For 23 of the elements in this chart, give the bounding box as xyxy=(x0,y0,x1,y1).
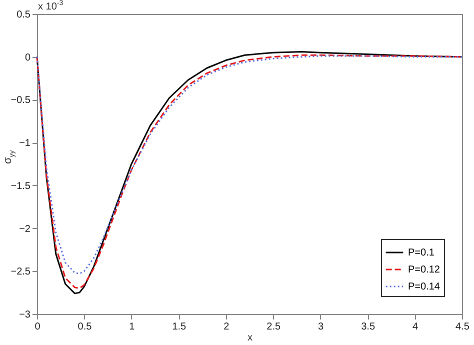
x-tick-label: 4 xyxy=(412,322,418,332)
legend-label: P=0.12 xyxy=(408,264,440,276)
y-tick-label: −0.5 xyxy=(10,95,31,106)
x-tick-label: 3 xyxy=(318,322,324,332)
x-tick-label: 3.5 xyxy=(361,322,376,332)
y-tick-label: −1.5 xyxy=(10,180,31,192)
y-tick-label: −2.5 xyxy=(10,266,31,278)
y-tick-label: 0 xyxy=(24,52,31,64)
x-tick-label: 1.5 xyxy=(172,322,187,332)
x-axis-title: x xyxy=(248,332,252,344)
x-tick-label: 2.5 xyxy=(266,322,281,332)
legend-label: P=0.14 xyxy=(408,282,440,292)
x-tick-label: 4.5 xyxy=(456,322,470,332)
x-tick-label: 2 xyxy=(224,322,230,332)
x-tick-label: 1 xyxy=(129,322,136,332)
y-tick-label: −1 xyxy=(19,138,31,150)
y-tick-label: −2 xyxy=(19,224,31,235)
y-tick-label: −3 xyxy=(19,310,31,320)
x-tick-label: 0 xyxy=(34,322,41,332)
text: x 10$^{-3}$ xyxy=(38,0,64,12)
legend-label: P=0.1 xyxy=(408,248,435,258)
x-tick-label: 0.5 xyxy=(78,322,92,332)
y-tick-label: 0.5 xyxy=(16,10,31,20)
